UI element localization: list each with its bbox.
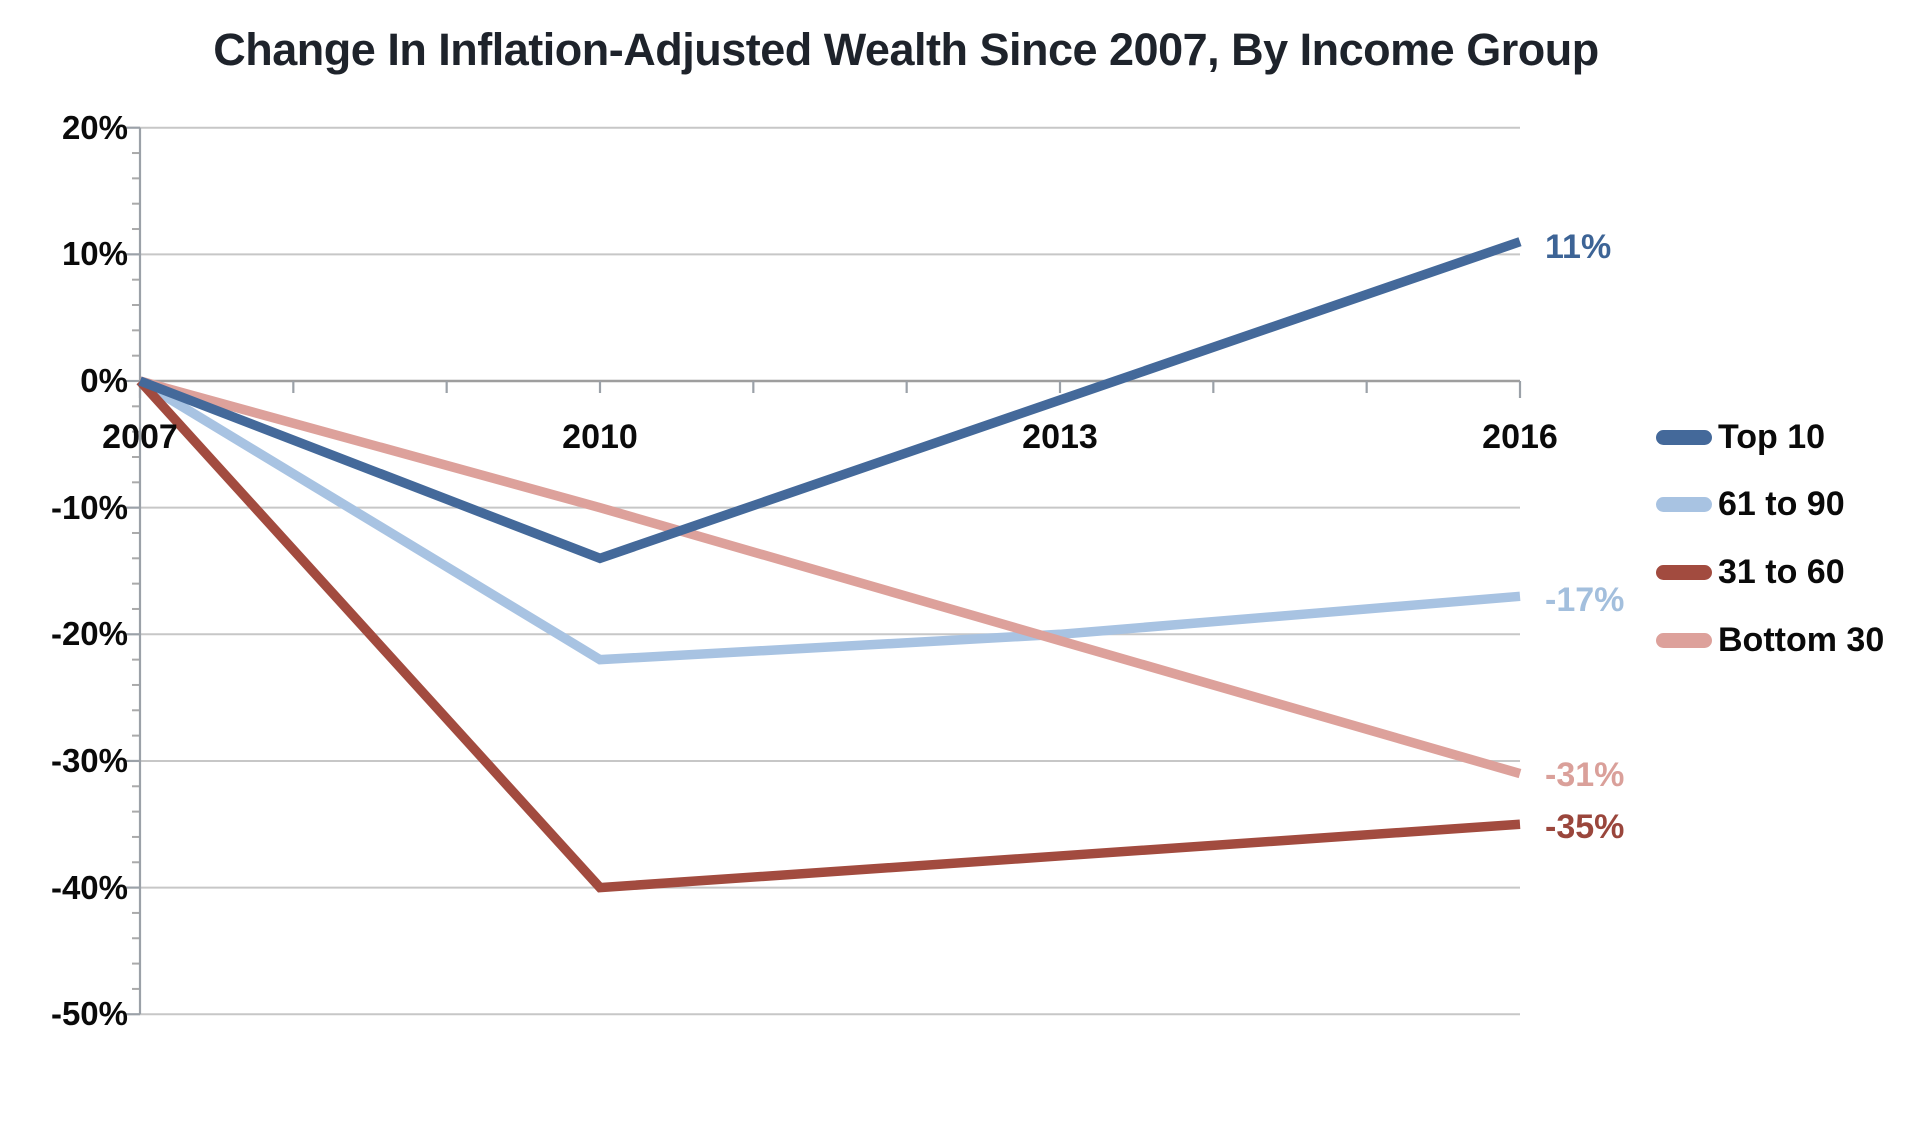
series-end-value-31-to-60: -35% — [1545, 808, 1625, 846]
y-tick-label: -30% — [50, 742, 128, 779]
series-end-value-bottom-30: -31% — [1545, 756, 1625, 794]
legend-label: Top 10 — [1718, 417, 1826, 456]
series-end-value-61-to-90: -17% — [1545, 581, 1625, 619]
series-line-61-to-90 — [137, 376, 1521, 665]
legend-label: Bottom 30 — [1718, 620, 1885, 659]
x-tick-label-2016: 2016 — [1482, 418, 1558, 456]
legend-item-31-to-60: 31 to 60 — [1656, 552, 1845, 592]
legend-item-bottom-30: Bottom 30 — [1656, 620, 1884, 660]
legend-swatch-61-to-90 — [1656, 496, 1712, 512]
legend-swatch-bottom-30 — [1656, 632, 1712, 648]
series-line-bottom-30 — [138, 376, 1522, 779]
y-tick-label: -50% — [50, 995, 128, 1032]
series-line-top-10 — [138, 237, 1522, 564]
y-tick-label: 10% — [61, 235, 128, 272]
y-tick-label: -20% — [50, 615, 128, 652]
legend-label: 61 to 90 — [1718, 484, 1845, 523]
y-tick-label: 0% — [80, 362, 128, 399]
x-tick-label-2010: 2010 — [562, 418, 638, 456]
series-end-value-top-10: 11% — [1545, 228, 1612, 266]
legend-label: 31 to 60 — [1718, 552, 1845, 591]
x-tick-label-2007: 2007 — [102, 418, 178, 456]
series-line-31-to-60 — [136, 377, 1521, 893]
y-tick-label: -10% — [50, 489, 128, 526]
y-tick-label: 20% — [61, 109, 128, 146]
chart-title: Change In Inflation-Adjusted Wealth Sinc… — [213, 24, 1599, 75]
legend-swatch-31-to-60 — [1656, 564, 1712, 580]
y-tick-label: -40% — [50, 869, 128, 906]
legend-item-61-to-90: 61 to 90 — [1656, 484, 1845, 524]
x-tick-label-2013: 2013 — [1022, 418, 1098, 456]
legend-swatch-top-10 — [1656, 429, 1712, 445]
legend-item-top-10: Top 10 — [1656, 417, 1825, 457]
